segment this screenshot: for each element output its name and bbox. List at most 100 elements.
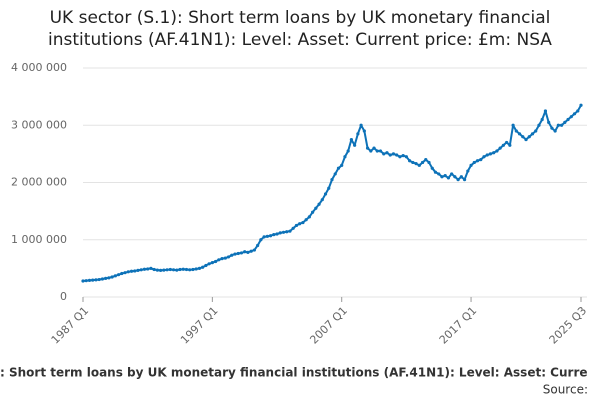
data-point — [514, 129, 518, 133]
y-tick-label: 1 000 000 — [11, 233, 67, 246]
data-point — [314, 206, 318, 210]
data-point — [97, 277, 101, 282]
data-point — [462, 178, 467, 182]
data-point — [87, 278, 92, 282]
data-point — [165, 268, 169, 272]
series-line — [82, 104, 582, 282]
data-point — [372, 146, 376, 150]
data-point — [437, 172, 441, 176]
data-point — [327, 186, 331, 190]
data-point — [139, 268, 143, 272]
data-point — [123, 271, 127, 275]
data-point — [440, 175, 444, 179]
data-point — [113, 274, 117, 278]
data-point — [233, 252, 237, 256]
data-point — [249, 249, 253, 253]
data-point — [171, 268, 176, 272]
data-point — [495, 149, 499, 153]
data-point — [391, 152, 396, 156]
data-point — [226, 255, 231, 259]
data-point — [401, 153, 405, 158]
data-point — [175, 268, 179, 272]
data-point — [320, 198, 324, 202]
data-point — [511, 123, 515, 127]
data-point — [246, 250, 250, 254]
data-point — [262, 235, 266, 239]
data-point — [146, 267, 150, 271]
data-point — [116, 273, 121, 277]
data-point — [359, 123, 363, 127]
data-point — [427, 160, 431, 165]
data-point — [81, 279, 85, 283]
data-point — [472, 160, 476, 165]
data-point — [239, 251, 244, 255]
data-point — [259, 238, 263, 242]
data-point — [404, 155, 408, 159]
data-point — [408, 159, 412, 163]
data-point — [288, 229, 292, 233]
data-point — [168, 267, 172, 272]
y-tick-label: 4 000 000 — [11, 61, 67, 74]
data-point — [275, 232, 279, 236]
data-point — [424, 158, 428, 162]
data-point — [469, 163, 473, 167]
data-point — [149, 266, 153, 270]
data-point — [543, 109, 548, 113]
data-point — [223, 256, 227, 260]
data-point — [294, 223, 299, 228]
data-point — [569, 115, 573, 119]
data-point — [126, 270, 130, 274]
data-point — [91, 278, 95, 282]
data-point — [343, 155, 347, 159]
data-point — [155, 268, 159, 272]
chart-title: institutions (AF.41N1): Level: Asset: Cu… — [48, 30, 552, 50]
data-point — [398, 155, 402, 159]
data-point — [488, 152, 493, 156]
data-point — [479, 158, 483, 162]
data-point — [120, 271, 124, 276]
x-tick-label: 2017 Q1 — [437, 304, 480, 347]
data-point — [414, 162, 418, 166]
data-point — [265, 234, 269, 238]
data-point — [136, 268, 140, 272]
data-point — [521, 135, 525, 139]
data-point — [553, 129, 557, 133]
data-point — [243, 250, 247, 254]
data-point — [188, 268, 192, 272]
data-point — [304, 218, 308, 222]
data-point — [524, 137, 528, 142]
data-point — [485, 153, 489, 157]
data-point — [411, 160, 415, 165]
data-point — [336, 166, 341, 170]
data-point — [349, 137, 354, 142]
data-point — [547, 120, 551, 124]
data-point — [159, 268, 163, 272]
data-point — [178, 267, 182, 272]
data-point — [443, 174, 447, 178]
data-point — [369, 149, 373, 153]
data-point — [333, 172, 337, 176]
data-point — [100, 277, 105, 281]
data-point — [298, 222, 302, 226]
data-point — [579, 103, 583, 107]
data-point — [110, 275, 114, 279]
data-point — [482, 155, 486, 159]
data-point — [388, 153, 392, 157]
data-point — [430, 166, 434, 170]
data-point — [498, 146, 502, 150]
data-point — [466, 169, 470, 173]
data-point — [450, 172, 454, 176]
data-point — [191, 267, 195, 272]
data-point — [204, 263, 208, 268]
data-point — [527, 135, 531, 139]
data-point — [107, 276, 111, 280]
data-point — [323, 192, 328, 196]
data-point — [576, 109, 580, 113]
data-point — [456, 178, 460, 182]
data-point — [181, 267, 185, 271]
data-point — [197, 266, 202, 270]
data-point — [307, 215, 311, 219]
data-point — [291, 226, 295, 230]
data-point — [236, 251, 240, 256]
